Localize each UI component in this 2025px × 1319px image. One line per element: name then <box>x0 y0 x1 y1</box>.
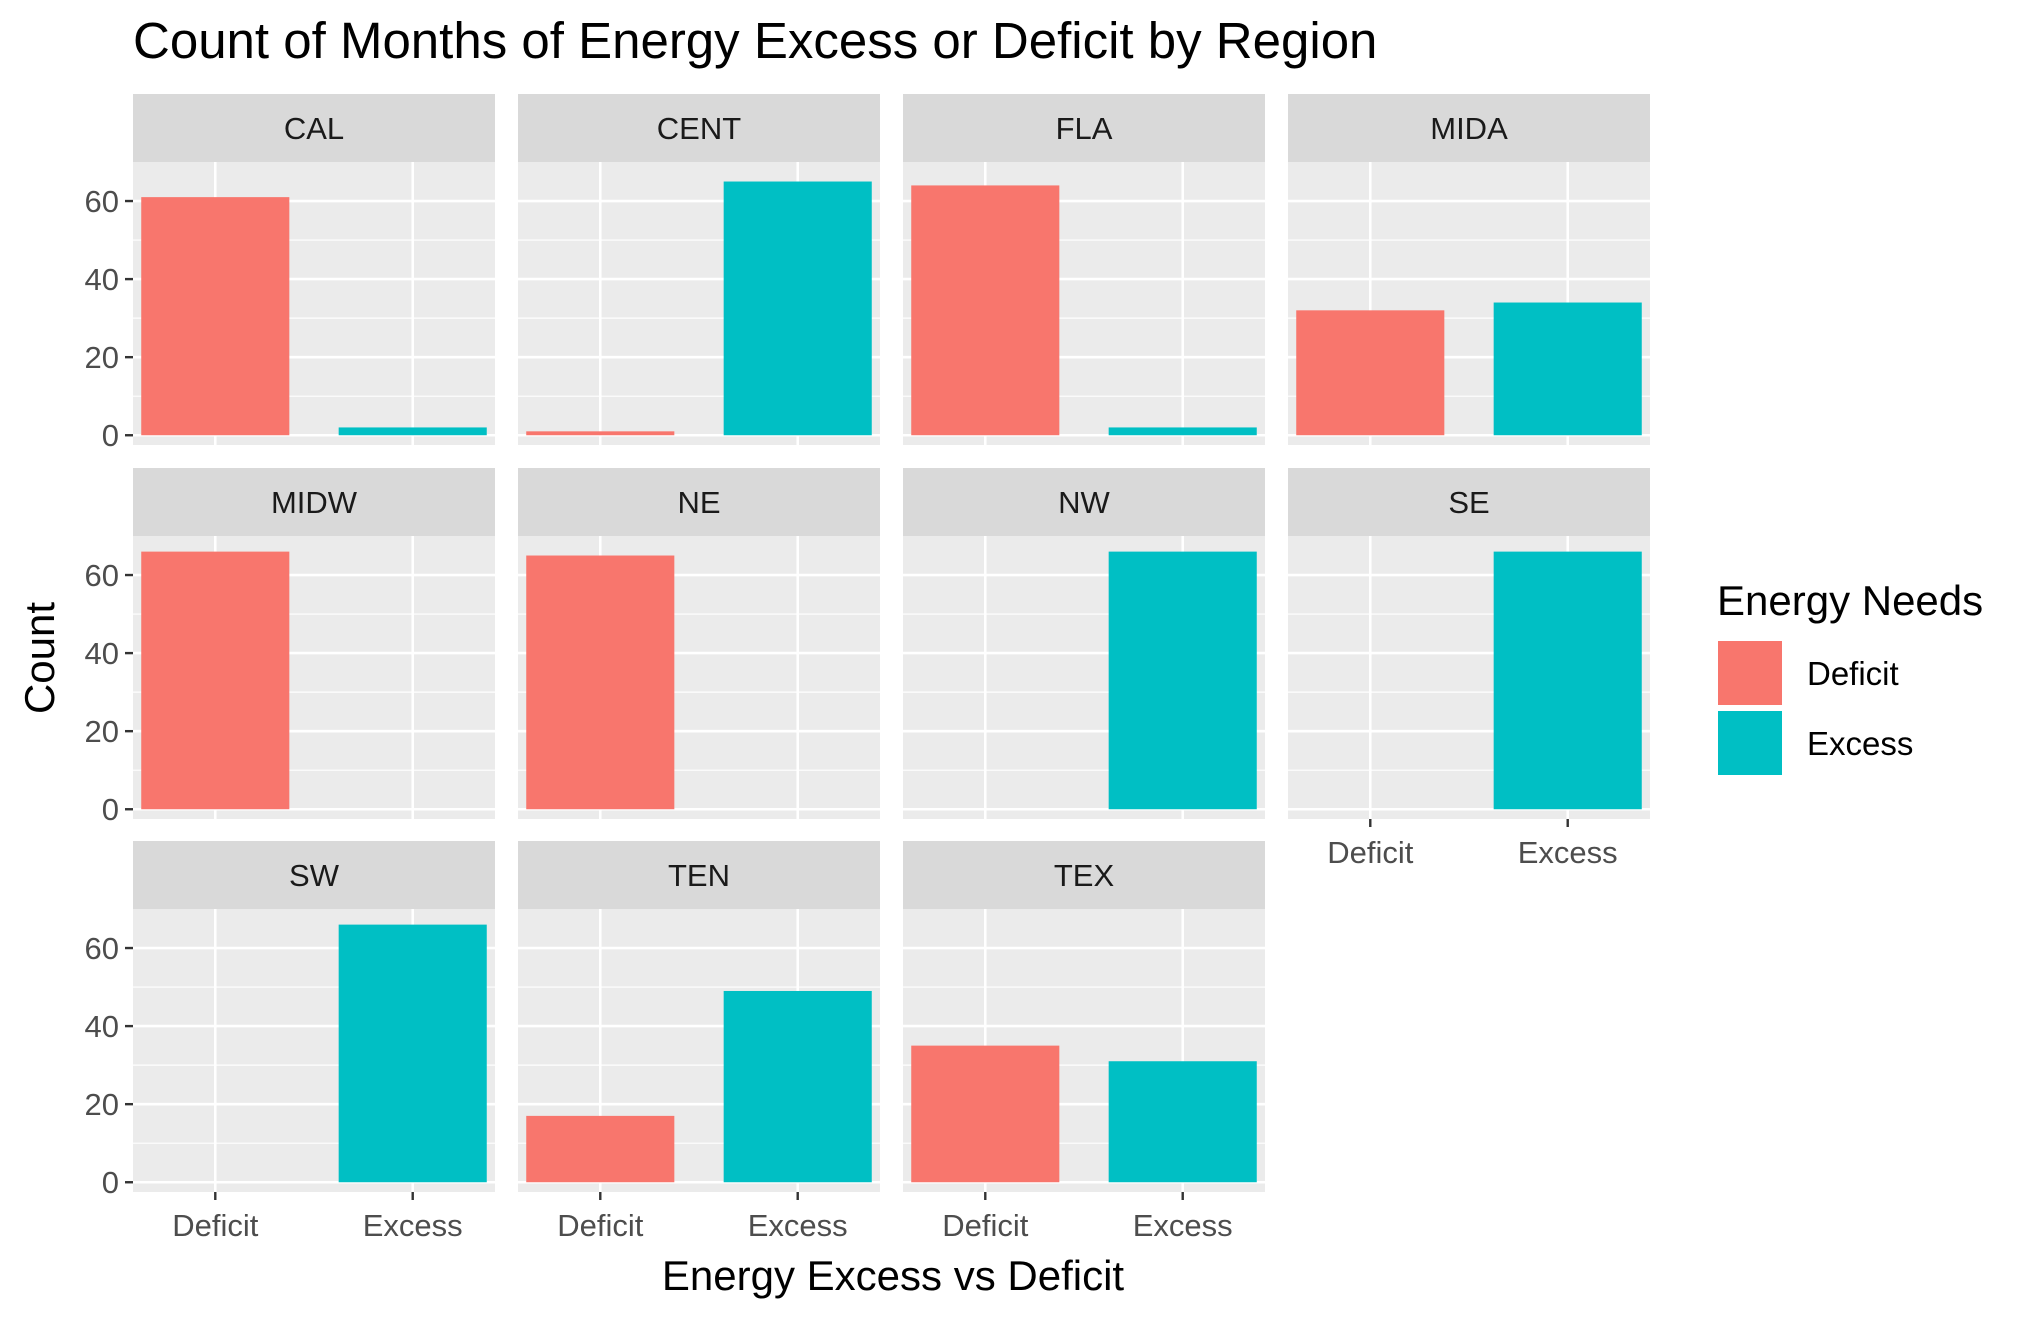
facet-tex: TEX Deficit Excess <box>903 841 1265 1243</box>
legend-label: Excess <box>1807 725 1913 762</box>
facet-midw: MIDW 0 20 40 60 <box>85 468 495 827</box>
facet-strip <box>133 841 495 909</box>
x-tick-label: Deficit <box>172 1208 259 1243</box>
facet-strip <box>518 841 880 909</box>
facet-strip <box>518 468 880 536</box>
facet-strip <box>518 94 880 162</box>
x-tick-label: Excess <box>1133 1208 1233 1243</box>
bar-deficit <box>526 431 675 436</box>
legend-title: Energy Needs <box>1717 577 1983 624</box>
bar-deficit <box>526 555 675 810</box>
facet-cal: CAL 0 20 40 60 <box>85 94 495 453</box>
facet-label: MIDA <box>1430 111 1508 146</box>
facet-ne: NE <box>518 468 880 819</box>
bar-deficit <box>526 1115 675 1183</box>
facet-panels: CAL 0 20 40 60 CENT FLA MIDA MIDW 0 20 40 60 NE NW SE De… <box>85 94 1650 1243</box>
facet-strip <box>133 94 495 162</box>
chart-title: Count of Months of Energy Excess or Defi… <box>133 12 1377 69</box>
facet-label: MIDW <box>271 485 358 520</box>
bar-deficit <box>911 185 1060 436</box>
y-tick-label: 60 <box>85 558 119 593</box>
legend-key-excess <box>1716 709 1784 777</box>
legend-entry-excess: Excess <box>1716 709 1913 777</box>
facet-label: NE <box>677 485 720 520</box>
y-axis-title: Count <box>16 602 63 714</box>
facet-strip <box>1288 468 1650 536</box>
facet-strip <box>903 94 1265 162</box>
facet-strip <box>1288 94 1650 162</box>
facet-label: TEN <box>668 858 730 893</box>
x-tick-label: Deficit <box>942 1208 1029 1243</box>
y-tick-label: 60 <box>85 931 119 966</box>
x-tick-label: Excess <box>363 1208 463 1243</box>
bar-excess <box>338 427 487 436</box>
chart-text: Count of Months of Energy Excess or Defi… <box>16 12 1377 1299</box>
facet-label: TEX <box>1054 858 1115 893</box>
bar-deficit <box>141 551 290 810</box>
legend-entry-deficit: Deficit <box>1716 639 1899 707</box>
bar-excess <box>1493 302 1642 436</box>
facet-strip <box>903 468 1265 536</box>
facet-strip <box>133 468 495 536</box>
facet-fla: FLA <box>903 94 1265 445</box>
bar-excess <box>1108 1061 1257 1183</box>
bar-excess <box>1108 427 1257 436</box>
facet-nw: NW <box>903 468 1265 819</box>
y-tick-label: 20 <box>85 1087 119 1122</box>
facet-label: SW <box>289 858 340 893</box>
facet-label: FLA <box>1056 111 1113 146</box>
y-tick-label: 20 <box>85 340 119 375</box>
x-tick-label: Deficit <box>557 1208 644 1243</box>
bar-excess <box>1108 551 1257 810</box>
y-tick-label: 40 <box>85 1009 119 1044</box>
legend-label: Deficit <box>1807 655 1899 692</box>
bar-excess <box>723 990 872 1183</box>
bar-excess <box>338 924 487 1183</box>
y-tick-label: 40 <box>85 262 119 297</box>
facet-label: NW <box>1058 485 1110 520</box>
y-tick-label: 60 <box>85 184 119 219</box>
x-tick-label: Excess <box>748 1208 848 1243</box>
y-tick-label: 0 <box>102 418 119 453</box>
bar-excess <box>723 181 872 436</box>
y-tick-label: 0 <box>102 792 119 827</box>
bar-deficit <box>1296 310 1445 436</box>
x-axis-title: Energy Excess vs Deficit <box>662 1252 1124 1299</box>
legend-key-deficit <box>1716 639 1784 707</box>
legend: Energy Needs Deficit Excess <box>1716 577 1983 777</box>
facet-sw: SW 0 20 40 60 Deficit Excess <box>85 841 495 1243</box>
y-tick-label: 20 <box>85 714 119 749</box>
facet-se: SE Deficit Excess <box>1288 468 1650 870</box>
bar-deficit <box>141 197 290 436</box>
x-tick-label: Excess <box>1518 835 1618 870</box>
facet-label: CAL <box>284 111 344 146</box>
facet-label: SE <box>1448 485 1489 520</box>
x-tick-label: Deficit <box>1327 835 1414 870</box>
facet-label: CENT <box>657 111 741 146</box>
bar-deficit <box>911 1045 1060 1183</box>
facet-mida: MIDA <box>1288 94 1650 445</box>
y-tick-label: 0 <box>102 1165 119 1200</box>
facet-strip <box>903 841 1265 909</box>
bar-excess <box>1493 551 1642 810</box>
facet-ten: TEN Deficit Excess <box>518 841 880 1243</box>
facet-cent: CENT <box>518 94 880 445</box>
y-tick-label: 40 <box>85 636 119 671</box>
